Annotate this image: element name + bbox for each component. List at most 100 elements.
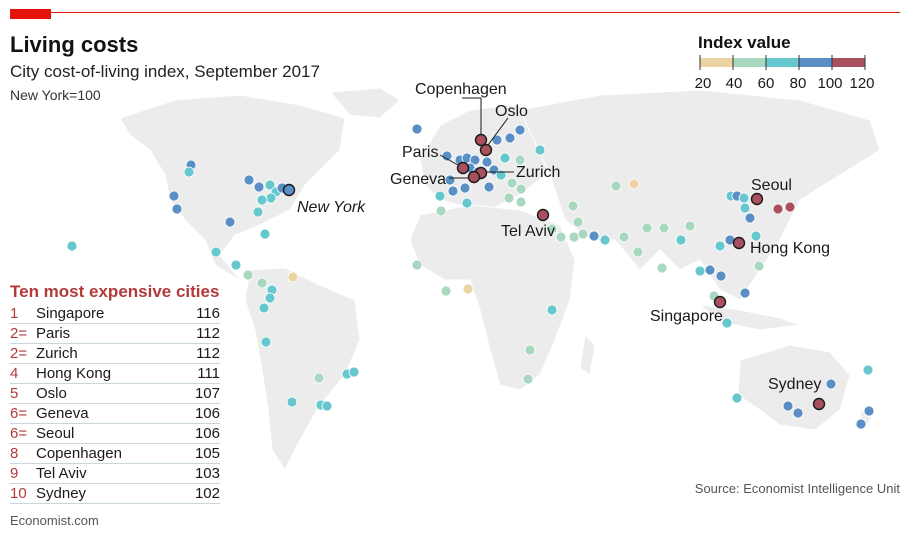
- city-dot: [514, 124, 526, 136]
- ranking-row: 10 Sydney 102: [10, 483, 220, 504]
- city-dot: [515, 196, 527, 208]
- city-dot: [243, 174, 255, 186]
- city-dot: [862, 364, 874, 376]
- city-dot: [784, 201, 796, 213]
- city-dot: [264, 292, 276, 304]
- ranking-row: 2= Paris 112: [10, 323, 220, 344]
- city-dot: [461, 197, 473, 209]
- city-dot: [210, 246, 222, 258]
- city-dot: [321, 400, 333, 412]
- chart-subtitle: City cost-of-living index, September 201…: [10, 62, 320, 81]
- city-dot: [224, 216, 236, 228]
- ranking-row: 6= Geneva 106: [10, 403, 220, 424]
- city-dot: [721, 317, 733, 329]
- ranking-rank: 9: [10, 463, 36, 484]
- city-dot: [855, 418, 867, 430]
- city-dot: [568, 231, 580, 243]
- ranking-rank: 2=: [10, 343, 36, 364]
- city-dot: [534, 144, 546, 156]
- city-dot: [483, 181, 495, 193]
- city-dot: [744, 212, 756, 224]
- ranking-rank: 6=: [10, 423, 36, 444]
- city-dot: [434, 190, 446, 202]
- city-dot: [782, 400, 794, 412]
- singapore-label: Singapore: [650, 308, 723, 325]
- city-dot: [286, 396, 298, 408]
- ranking-title: Ten most expensive cities: [10, 282, 220, 301]
- ranking-row: 8 Copenhagen 105: [10, 443, 220, 464]
- ranking-value: 107: [178, 383, 220, 404]
- north-america-land: [119, 94, 346, 281]
- city-dot: [66, 240, 78, 252]
- city-dot: [287, 271, 299, 283]
- city-dot: [441, 150, 453, 162]
- city-dot: [715, 270, 727, 282]
- ranking-city: Copenhagen: [36, 443, 179, 464]
- city-dot: [641, 222, 653, 234]
- city-dot: [514, 154, 526, 166]
- ranking-value: 103: [178, 463, 220, 484]
- legend-title: Index value: [698, 33, 791, 52]
- ranking-city: Geneva: [36, 403, 179, 424]
- legend-tick-100: 100: [817, 75, 842, 92]
- hong-kong-label: Hong Kong: [750, 240, 830, 257]
- city-dot: [230, 259, 242, 271]
- brand-red-tab: [10, 9, 51, 19]
- city-dot: [577, 228, 589, 240]
- city-dot: [599, 234, 611, 246]
- city-dot: [684, 220, 696, 232]
- label-leader-lines: [439, 97, 514, 179]
- ranking-rank: 6=: [10, 403, 36, 424]
- legend-bin-80-100: [799, 58, 832, 67]
- city-dot: [628, 178, 640, 190]
- city-dot: [825, 378, 837, 390]
- index-base-note: New York=100: [10, 87, 101, 103]
- sydney-marker: [812, 397, 826, 411]
- legend-tick-20: 20: [695, 75, 712, 92]
- ranking-value: 106: [178, 423, 220, 444]
- city-dot: [462, 283, 474, 295]
- indonesia-land: [698, 304, 801, 331]
- city-dot: [506, 177, 518, 189]
- ranking-city: Singapore: [36, 304, 179, 324]
- legend-tick-120: 120: [849, 75, 874, 92]
- city-dot: [772, 203, 784, 215]
- brand-footer: Economist.com: [10, 513, 99, 528]
- legend-bin-60-80: [766, 58, 799, 67]
- city-dot: [444, 174, 456, 186]
- city-dot: [435, 205, 447, 217]
- city-dot: [738, 192, 750, 204]
- ranking-city: Paris: [36, 323, 179, 344]
- city-dot: [491, 134, 503, 146]
- oslo-marker: [479, 143, 493, 157]
- seoul-marker: [750, 192, 764, 206]
- city-dot: [242, 269, 254, 281]
- chart-title: Living costs: [10, 32, 139, 57]
- top-rule: [10, 12, 900, 13]
- ranking-city: Zurich: [36, 343, 179, 364]
- city-dot: [252, 206, 264, 218]
- city-dots: [66, 123, 875, 430]
- city-dot: [168, 190, 180, 202]
- copenhagen-marker: [474, 133, 488, 147]
- source-note: Source: Economist Intelligence Unit: [694, 481, 900, 496]
- legend-tick-80: 80: [790, 75, 807, 92]
- city-dot: [503, 192, 515, 204]
- ranking-row: 5 Oslo 107: [10, 383, 220, 404]
- tel-aviv-marker: [536, 208, 550, 222]
- ranking-rank: 8: [10, 443, 36, 464]
- city-dot: [739, 287, 751, 299]
- ranking-city: Oslo: [36, 383, 179, 404]
- city-dot: [567, 200, 579, 212]
- paris-label: Paris: [402, 144, 438, 161]
- oslo-leader: [487, 117, 509, 146]
- city-dot: [632, 246, 644, 258]
- city-dot: [348, 366, 360, 378]
- city-dot: [459, 182, 471, 194]
- legend-scale: 20 40 60 80 100 120: [695, 55, 875, 92]
- ranking-row: 1 Singapore 116: [10, 304, 220, 324]
- madagascar-land: [579, 333, 596, 376]
- city-dot: [731, 392, 743, 404]
- city-dot: [264, 179, 276, 191]
